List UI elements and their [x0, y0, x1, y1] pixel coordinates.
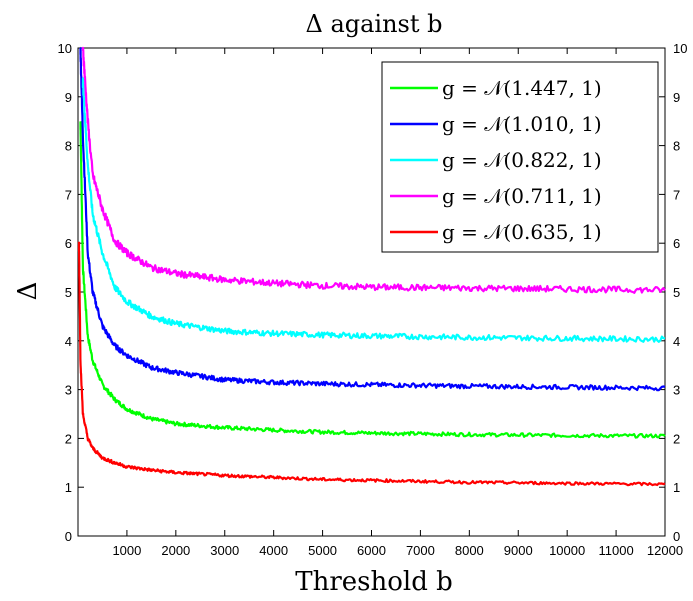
y-tick-label-left: 6 — [65, 236, 72, 251]
x-axis-ticks: 1000 2000 3000 4000 5000 6000 7000 8000 9000 1000… — [112, 48, 683, 558]
x-tick-label: 11000 — [598, 543, 633, 558]
x-tick-label: 3000 — [210, 543, 239, 558]
y-axis-title: Δ — [13, 282, 43, 301]
y-tick-label-left: 8 — [65, 139, 72, 154]
series-line-3 — [81, 77, 666, 343]
y-tick-label-left: 4 — [65, 334, 72, 349]
x-tick-label: 12000 — [647, 543, 683, 558]
y-tick-label-right: 7 — [673, 187, 680, 202]
legend-box — [381, 61, 659, 253]
y-axis-ticks: 0 1 2 3 4 5 6 7 8 9 10 0 1 2 3 4 5 6 7 8 9 10 — [58, 41, 688, 544]
series-line-5 — [77, 241, 666, 487]
y-tick-label-right: 10 — [673, 41, 687, 56]
x-tick-label: 7000 — [406, 543, 435, 558]
x-tick-label: 10000 — [549, 543, 585, 558]
y-tick-label-left: 1 — [65, 480, 72, 495]
y-tick-label-left: 5 — [65, 285, 72, 300]
x-tick-label: 2000 — [161, 543, 190, 558]
y-tick-label-right: 1 — [673, 480, 680, 495]
x-tick-label: 1000 — [112, 543, 141, 558]
series-line-2 — [79, 46, 666, 392]
chart-title: Δ against b — [305, 10, 442, 38]
y-tick-label-right: 6 — [673, 236, 680, 251]
y-tick-label-right: 0 — [673, 529, 680, 544]
x-tick-label: 5000 — [308, 543, 337, 558]
x-tick-label: 6000 — [357, 543, 386, 558]
y-tick-label-right: 8 — [673, 139, 680, 154]
legend-label: g = 𝒩(0.635, 1) — [442, 220, 602, 244]
series-line-4 — [81, 46, 666, 294]
y-tick-label-right: 4 — [673, 334, 680, 349]
legend-label: g = 𝒩(0.822, 1) — [442, 148, 602, 172]
y-tick-label-left: 10 — [58, 41, 72, 56]
y-tick-label-right: 9 — [673, 90, 680, 105]
y-tick-label-left: 9 — [65, 90, 72, 105]
series-line-1 — [79, 120, 666, 439]
y-tick-label-right: 2 — [673, 431, 680, 446]
legend-label: g = 𝒩(1.447, 1) — [442, 76, 602, 100]
y-tick-label-right: 5 — [673, 285, 680, 300]
series-lines — [77, 46, 666, 487]
legend-label: g = 𝒩(0.711, 1) — [442, 184, 602, 208]
x-tick-label: 9000 — [504, 543, 533, 558]
x-tick-label: 8000 — [455, 543, 484, 558]
y-tick-label-right: 3 — [673, 383, 680, 398]
y-tick-label-left: 7 — [65, 187, 72, 202]
x-axis-title: Threshold b — [295, 567, 453, 597]
y-tick-label-left: 2 — [65, 431, 72, 446]
legend: g = 𝒩(1.447, 1) g = 𝒩(1.010, 1) g = 𝒩(0.82… — [381, 61, 659, 253]
y-tick-label-left: 0 — [65, 529, 72, 544]
legend-label: g = 𝒩(1.010, 1) — [442, 112, 602, 136]
y-tick-label-left: 3 — [65, 383, 72, 398]
x-tick-label: 4000 — [259, 543, 288, 558]
